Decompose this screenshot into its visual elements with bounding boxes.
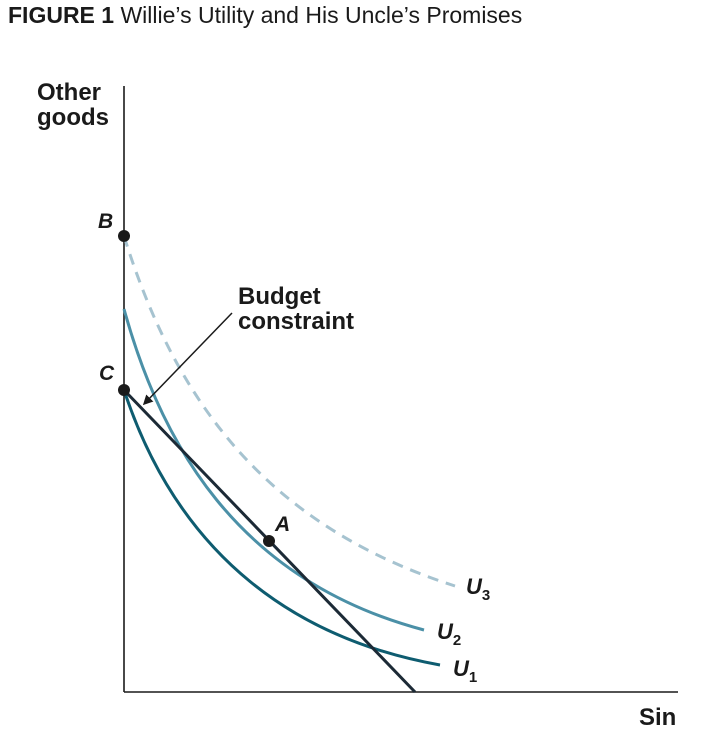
u1-subscript: 1: [469, 669, 477, 686]
point-c-marker: [118, 384, 130, 396]
point-a-marker: [263, 535, 275, 547]
y-axis-label-line1: Other: [37, 79, 101, 106]
budget-constraint-arrow: [142, 312, 233, 406]
indifference-curve-u3: [122, 235, 456, 588]
u1-label: U1: [453, 656, 477, 686]
u3-letter: U: [466, 574, 483, 599]
x-axis-label: Sin: [639, 704, 676, 731]
point-a-label: A: [274, 513, 290, 536]
point-b-label: B: [98, 210, 113, 233]
annotation-line2: constraint: [238, 308, 354, 335]
figure-number: FIGURE 1: [8, 2, 115, 28]
u2-letter: U: [437, 619, 454, 644]
y-axis-label-line2: goods: [37, 104, 109, 131]
figure-caption: Willie’s Utility and His Uncle’s Promise…: [120, 2, 523, 28]
indifference-curve-u2: [122, 308, 425, 632]
point-c-label: C: [99, 362, 115, 385]
u2-subscript: 2: [453, 632, 461, 649]
annotation-line1: Budget: [238, 283, 321, 310]
figure-title: FIGURE 1 Willie’s Utility and His Uncle’…: [8, 2, 522, 29]
point-b-marker: [118, 230, 130, 242]
u2-label: U2: [437, 619, 461, 649]
u3-subscript: 3: [482, 587, 490, 604]
u3-label: U3: [466, 574, 490, 604]
u1-letter: U: [453, 656, 470, 681]
indifference-curve-u1: [122, 389, 441, 667]
